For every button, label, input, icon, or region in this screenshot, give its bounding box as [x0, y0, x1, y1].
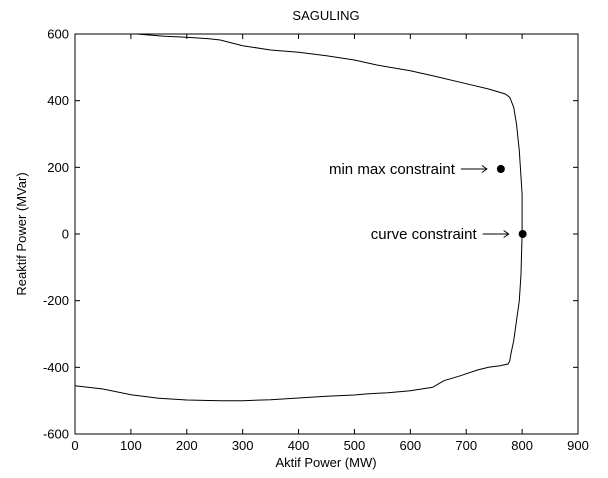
y-tick-label: -600	[43, 427, 69, 442]
annotation-arrow	[482, 230, 510, 238]
y-tick-label: 600	[47, 27, 69, 42]
x-tick-label: 100	[120, 438, 142, 453]
constraint-point	[518, 230, 527, 238]
x-tick-label: 0	[71, 438, 78, 453]
series-line	[74, 33, 523, 402]
constraint-points: min max constraint curve constraint	[329, 161, 527, 243]
x-tick-label: 200	[176, 438, 198, 453]
x-tick-label: 700	[455, 438, 477, 453]
chart-title: SAGULING	[292, 8, 359, 23]
x-tick-label: 300	[232, 438, 254, 453]
x-axis-ticks	[74, 34, 579, 434]
x-tick-label: 900	[567, 438, 589, 453]
x-tick-label: 600	[399, 438, 421, 453]
y-tick-label: 200	[47, 160, 69, 175]
constraint-label: curve constraint	[371, 226, 478, 243]
x-tick-label: 400	[288, 438, 310, 453]
x-axis-title: Aktif Power (MW)	[275, 455, 376, 470]
x-tick-label: 500	[344, 438, 366, 453]
annotation-arrow	[460, 165, 488, 173]
y-tick-label: 400	[47, 93, 69, 108]
constraint-label: min max constraint	[329, 161, 456, 178]
y-tick-label: -200	[43, 293, 69, 308]
y-axis-tick-labels: -600 -400 -200 0 200 400 600	[43, 27, 69, 442]
y-axis-title: Reaktif Power (MVar)	[14, 172, 29, 295]
x-axis-tick-labels: 0 100 200 300 400 500 600 700 800 900	[71, 438, 588, 453]
y-tick-label: 0	[62, 227, 69, 242]
y-tick-label: -400	[43, 360, 69, 375]
x-tick-label: 800	[511, 438, 533, 453]
constraint-point	[496, 165, 505, 173]
